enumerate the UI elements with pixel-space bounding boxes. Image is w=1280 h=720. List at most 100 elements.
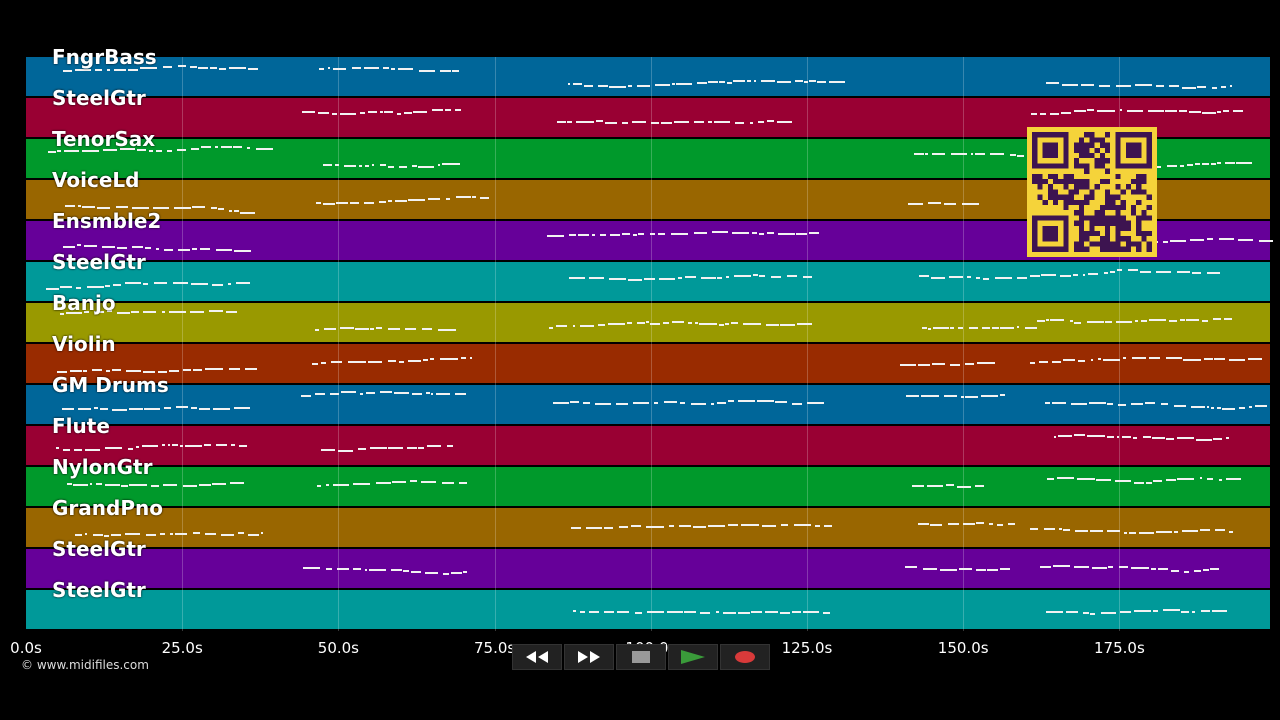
time-tick-label: 0.0s <box>10 639 42 657</box>
track-lane <box>26 57 1270 98</box>
note-mark <box>583 84 593 87</box>
note-mark <box>663 401 678 404</box>
note-mark <box>172 282 189 285</box>
fast-forward-icon <box>578 651 600 663</box>
note-mark <box>1030 361 1035 364</box>
rewind-button[interactable] <box>512 644 562 670</box>
note-mark <box>407 446 417 449</box>
note-mark <box>699 611 711 614</box>
note-mark <box>1109 270 1115 273</box>
note-mark <box>1217 162 1221 165</box>
play-button[interactable] <box>668 644 718 670</box>
note-mark <box>121 484 128 487</box>
note-mark <box>1201 162 1210 165</box>
note-mark <box>177 248 190 251</box>
note-mark <box>198 67 208 70</box>
note-mark <box>412 164 417 167</box>
note-mark <box>168 370 180 373</box>
note-mark <box>104 483 120 486</box>
note-mark <box>112 408 127 411</box>
note-mark <box>1216 406 1221 409</box>
note-mark <box>325 484 330 487</box>
note-mark <box>1133 436 1138 439</box>
note-mark <box>1207 237 1214 240</box>
stop-button[interactable] <box>616 644 666 670</box>
note-mark <box>546 235 564 238</box>
note-mark <box>1156 271 1172 274</box>
note-mark <box>1155 84 1165 87</box>
note-mark <box>1178 110 1187 113</box>
note-mark <box>1226 478 1242 481</box>
note-mark <box>204 532 216 535</box>
note-mark <box>380 391 392 394</box>
note-mark <box>727 81 732 84</box>
note-mark <box>1179 319 1185 322</box>
note-mark <box>1017 154 1025 157</box>
note-mark <box>74 533 82 536</box>
note-mark <box>1171 569 1180 572</box>
note-mark <box>417 446 425 449</box>
note-mark <box>1100 611 1116 614</box>
note-mark <box>911 484 925 487</box>
note-mark <box>802 611 820 614</box>
note-mark <box>60 313 64 316</box>
note-mark <box>1152 610 1158 613</box>
record-button[interactable] <box>720 644 770 670</box>
note-mark <box>672 321 685 324</box>
time-tick-label: 150.0s <box>937 639 989 657</box>
note-mark <box>728 400 734 403</box>
note-mark <box>160 533 165 536</box>
note-mark <box>1060 111 1071 114</box>
note-mark <box>168 444 171 447</box>
note-mark <box>1108 565 1114 568</box>
note-mark <box>1009 154 1016 157</box>
note-mark <box>638 232 645 235</box>
note-mark <box>364 201 375 204</box>
note-mark <box>923 567 938 570</box>
note-mark <box>1190 239 1205 242</box>
note-mark <box>676 83 692 86</box>
note-mark <box>927 485 943 488</box>
note-mark <box>236 281 251 284</box>
note-mark <box>1116 85 1132 88</box>
note-mark <box>142 282 148 285</box>
note-mark <box>760 79 775 82</box>
note-mark <box>650 232 656 235</box>
note-mark <box>649 322 661 325</box>
note-mark <box>1120 108 1123 111</box>
note-mark <box>93 311 104 314</box>
note-mark <box>608 322 626 325</box>
note-mark <box>1082 612 1090 615</box>
fast-forward-button[interactable] <box>564 644 614 670</box>
note-mark <box>1069 320 1074 323</box>
note-mark <box>1139 531 1154 534</box>
note-mark <box>1199 529 1210 532</box>
note-mark <box>96 206 111 209</box>
note-mark <box>765 324 780 327</box>
note-mark <box>1258 240 1273 243</box>
note-mark <box>210 207 217 210</box>
note-mark <box>816 80 826 83</box>
note-mark <box>1105 321 1113 324</box>
note-mark <box>965 363 975 366</box>
note-mark <box>365 391 376 394</box>
note-mark <box>632 233 637 236</box>
note-mark <box>55 447 59 450</box>
note-mark <box>569 401 580 404</box>
note-mark <box>1202 111 1216 114</box>
note-mark <box>1058 527 1062 530</box>
note-mark <box>82 149 99 152</box>
note-mark <box>469 357 473 360</box>
note-mark <box>226 310 237 313</box>
note-mark <box>751 610 762 613</box>
time-tick-label: 175.0s <box>1094 639 1145 657</box>
track-lane <box>26 590 1270 631</box>
note-mark <box>131 246 143 249</box>
note-mark <box>182 369 191 372</box>
note-mark <box>333 483 350 486</box>
note-mark <box>989 522 993 525</box>
grid-line <box>494 57 496 631</box>
note-mark <box>1158 568 1169 571</box>
note-mark <box>1162 240 1169 243</box>
note-mark <box>809 231 819 234</box>
